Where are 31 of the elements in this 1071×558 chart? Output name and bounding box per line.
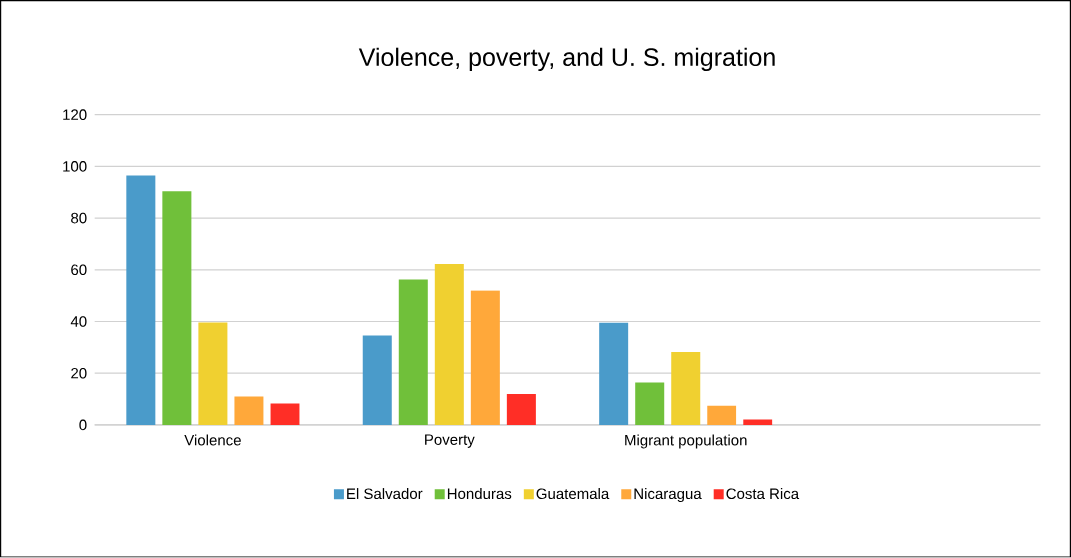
bar bbox=[599, 322, 629, 426]
legend-label: Honduras bbox=[447, 488, 512, 500]
bar bbox=[671, 352, 701, 426]
bar bbox=[198, 322, 228, 426]
bar bbox=[234, 396, 264, 426]
x-tick-label: Migrant population bbox=[625, 434, 747, 449]
bar bbox=[362, 335, 392, 426]
bar bbox=[506, 394, 536, 426]
y-tick-label: 20 bbox=[71, 368, 87, 379]
bar bbox=[635, 382, 665, 426]
legend-label: Costa Rica bbox=[726, 488, 800, 500]
bar bbox=[398, 279, 428, 426]
bar bbox=[743, 419, 773, 426]
legend-label: Nicaragua bbox=[634, 488, 702, 503]
bar bbox=[470, 290, 500, 426]
legend-label: El Salvador bbox=[347, 488, 423, 500]
bar bbox=[270, 403, 300, 426]
bar bbox=[707, 405, 737, 426]
y-tick-label: 120 bbox=[63, 109, 87, 121]
bar bbox=[434, 264, 464, 426]
y-tick-label: 60 bbox=[71, 264, 87, 276]
y-tick-label: 80 bbox=[71, 212, 87, 224]
chart-title: Violence, poverty, and U. S. migration bbox=[358, 47, 775, 72]
y-tick-label: 40 bbox=[70, 316, 87, 327]
bar bbox=[126, 175, 156, 426]
x-tick-label: Poverty bbox=[425, 434, 475, 449]
legend-label: Guatemala bbox=[536, 488, 610, 500]
y-tick-label: 0 bbox=[79, 419, 87, 431]
y-tick-label: 100 bbox=[63, 161, 87, 172]
x-tick-label: Violence bbox=[184, 434, 241, 446]
bar bbox=[162, 191, 192, 426]
